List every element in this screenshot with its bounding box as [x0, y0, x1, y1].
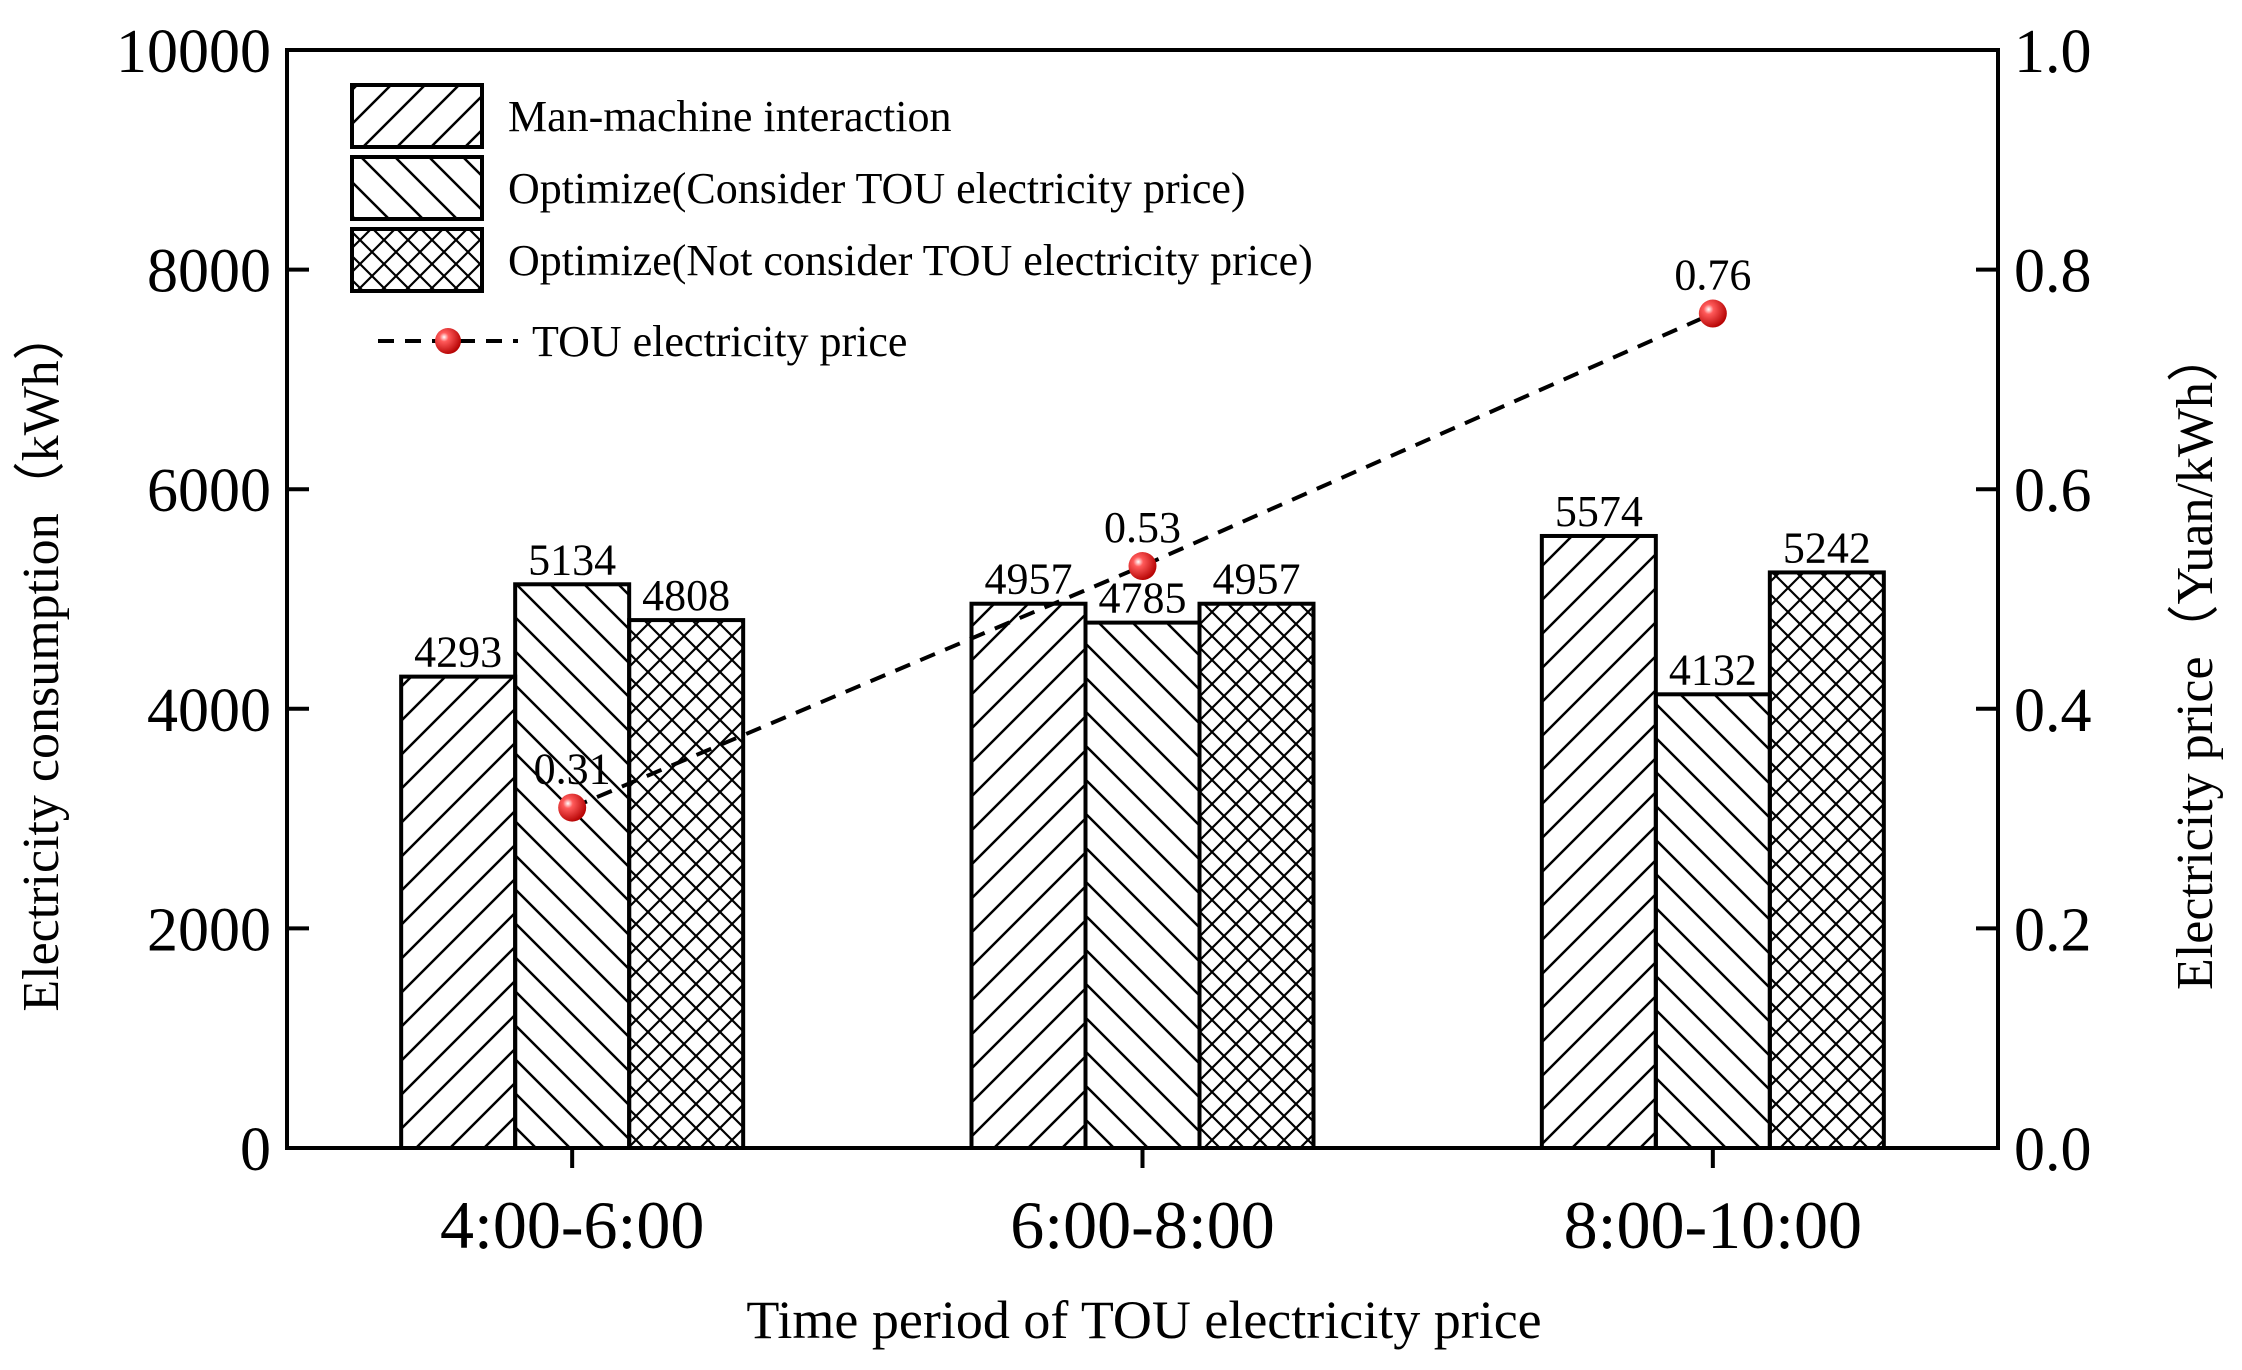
legend-label-2: Optimize(Consider TOU electricity price) [508, 164, 1246, 213]
y-axis-title: Electricity consumption（kWh） [13, 308, 70, 1011]
price-line-group: 0.31 0.53 0.76 [534, 251, 1751, 822]
price-value-label-3: 0.76 [1674, 251, 1751, 300]
bar-value-label-s1-2: 4957 [985, 555, 1073, 604]
y-tick-label-0: 0 [240, 1116, 271, 1184]
y2-tick-label-4: 0.8 [2014, 238, 2092, 306]
y-tick-label-4: 8000 [147, 238, 271, 306]
bar-s1-1 [399, 674, 518, 1150]
y-tick-label-5: 10000 [116, 18, 271, 86]
legend-label-line: TOU electricity price [532, 317, 907, 366]
bar-s2-1 [513, 582, 632, 1150]
y2-tick-label-0: 0.0 [2014, 1116, 2092, 1184]
y2-tick-label-5: 1.0 [2014, 18, 2092, 86]
x-category-label-3: 8:00-10:00 [1564, 1187, 1862, 1263]
legend-swatch-2 [350, 155, 484, 221]
bar-s3-3 [1767, 570, 1886, 1150]
y2-tick-label-3: 0.6 [2014, 457, 2092, 525]
x-category-label-1: 4:00-6:00 [440, 1187, 704, 1263]
bars-group [399, 533, 1886, 1150]
y-tick-label-3: 6000 [147, 457, 271, 525]
x-axis-title: Time period of TOU electricity price [746, 1290, 1541, 1350]
bar-value-label-s2-3: 4132 [1669, 645, 1757, 694]
y-tick-label-2: 4000 [147, 677, 271, 745]
axes-group: 0 0.0 2000 0.2 4000 0.4 6000 0.6 8000 0.8 10000 1.0… [116, 18, 2092, 1263]
bar-s2-3 [1653, 692, 1772, 1150]
legend-swatch-1 [350, 83, 484, 149]
bar-s1-3 [1539, 533, 1658, 1150]
legend-marker-sample [435, 328, 461, 354]
bar-value-label-s3-3: 5242 [1783, 523, 1871, 572]
bar-labels-group: 4293 4957 5574 5134 4785 4132 4808 4957 5242 [414, 487, 1871, 694]
y2-tick-label-2: 0.4 [2014, 677, 2092, 745]
bar-value-label-s2-1: 5134 [528, 535, 616, 584]
legend-label-1: Man-machine interaction [508, 92, 951, 141]
y-tick-label-1: 2000 [147, 896, 271, 964]
price-marker-1 [558, 793, 587, 822]
bar-s3-2 [1197, 601, 1316, 1150]
price-marker-2 [1128, 552, 1157, 581]
price-value-label-2: 0.53 [1104, 503, 1181, 552]
price-line [571, 311, 1714, 810]
bar-value-label-s1-1: 4293 [414, 628, 502, 677]
legend-swatch-3 [350, 227, 484, 293]
price-marker-3 [1698, 299, 1727, 328]
x-category-label-2: 6:00-8:00 [1010, 1187, 1274, 1263]
price-value-label-1: 0.31 [534, 745, 611, 794]
y2-axis-title: Electricity price（Yuan/kWh） [2167, 330, 2224, 990]
bar-s2-2 [1083, 620, 1202, 1150]
bar-value-label-s3-1: 4808 [642, 571, 730, 620]
bar-s3-1 [627, 618, 746, 1150]
bar-value-label-s2-2: 4785 [1099, 574, 1187, 623]
bar-value-label-s3-2: 4957 [1213, 555, 1301, 604]
y2-tick-label-1: 0.2 [2014, 896, 2092, 964]
bar-s1-2 [969, 601, 1088, 1150]
bar-value-label-s1-3: 5574 [1555, 487, 1643, 536]
legend-label-3: Optimize(Not consider TOU electricity pr… [508, 236, 1313, 285]
legend: Man-machine interaction Optimize(Consider… [350, 83, 1313, 366]
